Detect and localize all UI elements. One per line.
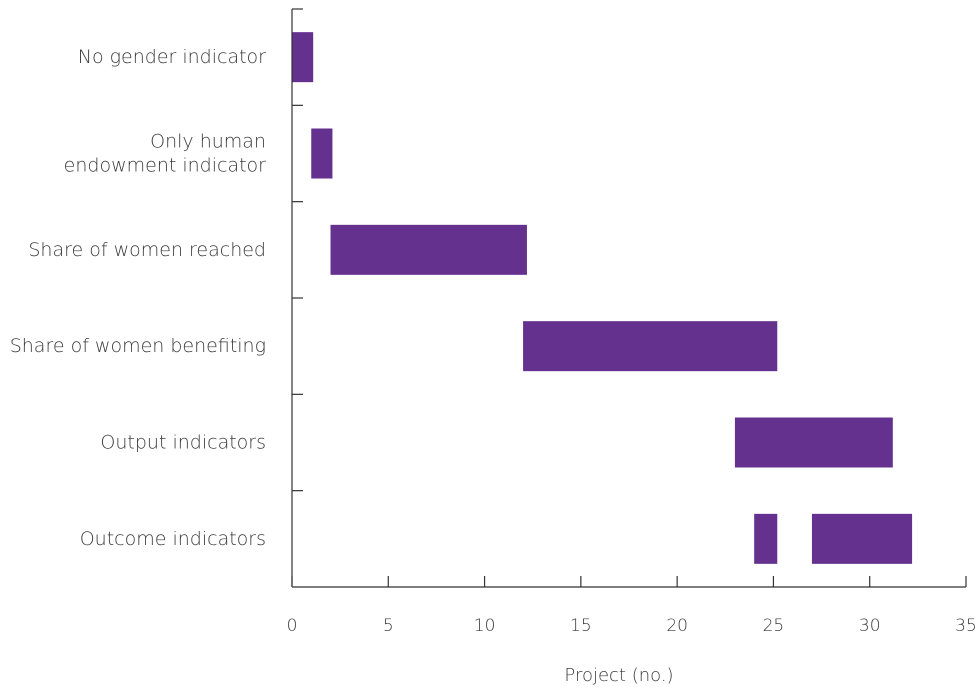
x-tick-label: 30 (859, 616, 881, 636)
category-label: Outcome indicators (80, 528, 266, 550)
bar-0-0 (292, 32, 314, 83)
bar-1-0 (311, 128, 333, 179)
bar-5-0 (754, 513, 778, 564)
category-label: endowment indicator (64, 155, 267, 177)
category-label: Only human (150, 131, 266, 153)
x-tick-label: 35 (955, 616, 977, 636)
bar-2-0 (330, 224, 527, 275)
bar-4-0 (734, 417, 893, 468)
x-tick-label: 25 (763, 616, 785, 636)
category-label: Share of women benefiting (10, 335, 266, 357)
category-label: No gender indicator (78, 46, 266, 68)
x-tick-label: 5 (383, 616, 394, 636)
category-label: Share of women reached (28, 239, 266, 261)
category-label: Output indicators (100, 432, 266, 454)
x-axis-title: Project (no.) (564, 665, 673, 686)
x-tick-label: 0 (287, 616, 298, 636)
bar-5-1 (811, 513, 913, 564)
x-tick-label: 20 (666, 616, 688, 636)
bar-3-0 (523, 321, 778, 372)
x-tick-label: 10 (474, 616, 496, 636)
x-tick-label: 15 (570, 616, 592, 636)
